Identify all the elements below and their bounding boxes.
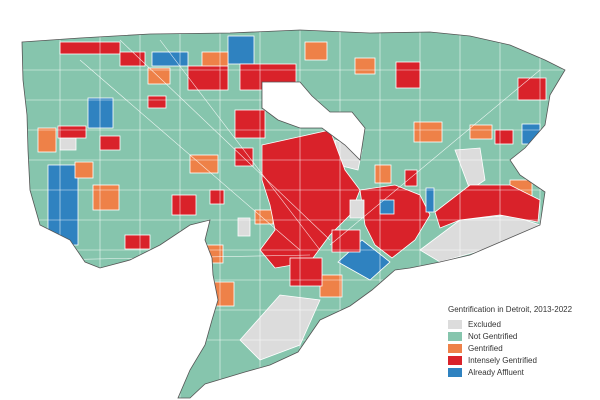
tract-intense	[124, 234, 151, 250]
tract-excluded	[59, 137, 77, 151]
tract-intense	[59, 41, 121, 55]
tract-gentrified	[319, 274, 343, 298]
tract-intense	[494, 129, 514, 145]
tract-gentrified	[147, 67, 171, 85]
legend-swatch	[448, 331, 462, 341]
legend-item-already-affluent: Already Affluent	[448, 366, 598, 378]
legend-swatch	[448, 319, 462, 329]
tract-intense	[234, 147, 254, 167]
tract-affluent	[227, 35, 255, 65]
tract-intense	[57, 125, 87, 139]
tract-gentrified	[469, 124, 493, 140]
tract-excluded	[349, 199, 365, 219]
tract-intense	[171, 194, 197, 216]
legend-label: Gentrified	[468, 343, 503, 353]
tract-intense	[289, 257, 323, 287]
tract-intense	[187, 65, 229, 91]
tract-excluded	[454, 147, 486, 191]
tract-intense	[395, 61, 421, 89]
tract-gentrified	[189, 154, 219, 174]
legend-item-excluded: Excluded	[448, 318, 598, 330]
tract-gentrified	[374, 164, 392, 184]
legend-swatch	[448, 367, 462, 377]
tract-intense	[331, 229, 361, 253]
legend-item-intensely-gentrified: Intensely Gentrified	[448, 354, 598, 366]
legend-swatch	[448, 343, 462, 353]
legend-label: Excluded	[468, 319, 501, 329]
tract-gentrified	[354, 57, 376, 75]
tract-gentrified	[37, 127, 57, 153]
tract-intense	[234, 109, 266, 139]
tract-affluent	[87, 97, 114, 129]
tract-gentrified	[304, 41, 328, 61]
tract-affluent	[47, 164, 79, 246]
tract-intense	[99, 135, 121, 151]
tract-affluent	[379, 199, 395, 215]
legend-item-not-gentrified: Not Gentrified	[448, 330, 598, 342]
tract-intense	[434, 184, 541, 229]
tract-intense	[359, 184, 431, 259]
tract-intense	[147, 95, 167, 109]
enclave-boundary	[261, 81, 366, 161]
tract-intense	[404, 169, 418, 187]
tract-intense	[517, 77, 547, 101]
tract-gentrified	[201, 51, 229, 69]
legend-label: Already Affluent	[468, 367, 524, 377]
tract-gentrified	[92, 184, 120, 211]
tract-affluent	[425, 187, 435, 213]
tract-excluded	[237, 217, 251, 237]
legend-label: Intensely Gentrified	[468, 355, 537, 365]
tract-intense	[209, 189, 225, 205]
city-boundary	[21, 29, 566, 399]
tract-intense	[119, 51, 146, 67]
legend-swatch	[448, 355, 462, 365]
map-legend: Gentrification in Detroit, 2013-2022 Exc…	[448, 305, 598, 378]
tract-gentrified	[254, 209, 274, 225]
legend-title: Gentrification in Detroit, 2013-2022	[448, 305, 573, 314]
legend-label: Not Gentrified	[468, 331, 518, 341]
tract-affluent	[151, 51, 189, 67]
tract-gentrified	[74, 161, 94, 179]
tract-gentrified	[413, 121, 443, 143]
legend-item-gentrified: Gentrified	[448, 342, 598, 354]
